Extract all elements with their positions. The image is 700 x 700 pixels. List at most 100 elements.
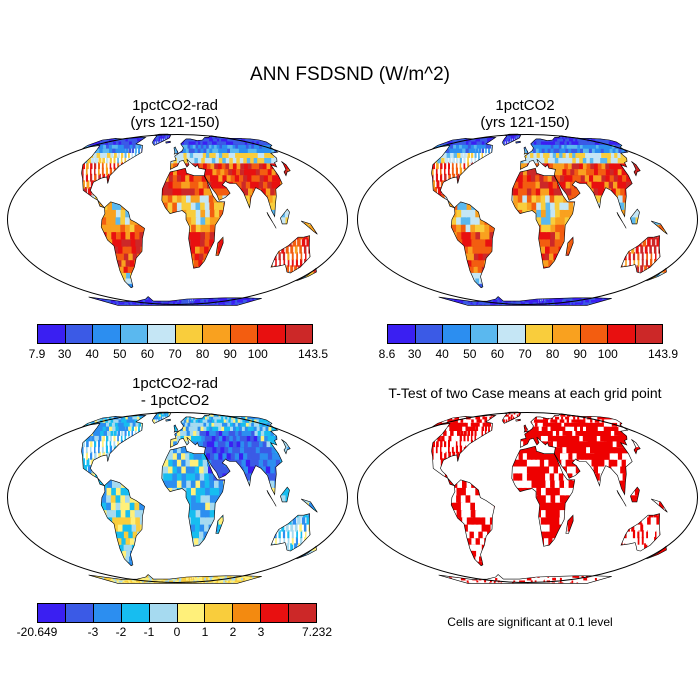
coastline-antarctica bbox=[438, 574, 612, 584]
colorbar-swatch bbox=[289, 604, 317, 622]
colorbar-swatch bbox=[203, 325, 231, 343]
coastline-antarctica bbox=[438, 296, 612, 306]
colorbar-swatch bbox=[553, 325, 581, 343]
coastline-eurasia bbox=[519, 135, 633, 218]
figure-title: ANN FSDSND (W/m^2) bbox=[250, 64, 450, 85]
colorbar-label: -20.649 bbox=[16, 625, 58, 639]
coastline-uk bbox=[523, 146, 529, 155]
map-border bbox=[357, 412, 698, 583]
colorbar-label: 40 bbox=[435, 347, 449, 361]
colorbar-label: 50 bbox=[113, 347, 127, 361]
colorbar-label: -1 bbox=[143, 625, 155, 639]
colorbar-swatch bbox=[525, 325, 553, 343]
coastline-borneo bbox=[280, 208, 290, 225]
colorbar-panel-2 bbox=[387, 324, 663, 344]
colorbar-label: 8.6 bbox=[378, 347, 396, 361]
colorbar-label: 70 bbox=[518, 347, 532, 361]
colorbar-swatch bbox=[285, 325, 312, 343]
colorbar-label: 2 bbox=[229, 625, 237, 639]
coastline-eurasia bbox=[169, 413, 283, 496]
colorbar-swatch bbox=[498, 325, 526, 343]
colorbar-label: 90 bbox=[223, 347, 237, 361]
colorbar-swatch bbox=[415, 325, 443, 343]
panel-title-1: 1pctCO2-rad (yrs 121-150) bbox=[130, 97, 220, 131]
coastline-uk bbox=[523, 424, 529, 433]
colorbar-labels-panel-3: -20.649 -3 -2 -1 0 1 2 3 7.232 bbox=[17, 625, 332, 641]
coastline-nz bbox=[296, 545, 317, 560]
coastline-samerica bbox=[450, 201, 495, 289]
map-panel-difference bbox=[7, 411, 348, 584]
colorbar-label: 143.9 bbox=[647, 347, 679, 361]
coastline-madagascar bbox=[215, 514, 224, 534]
colorbar-labels-panel-1: 7.9 30 40 50 60 70 80 90 100 143.5 bbox=[29, 347, 328, 363]
colorbar-swatch bbox=[93, 604, 122, 622]
colorbar-label: 40 bbox=[85, 347, 99, 361]
colorbar-swatch bbox=[635, 325, 662, 343]
coastline-sumatra bbox=[616, 489, 627, 507]
coastline-sumatra bbox=[266, 211, 277, 229]
colorbar-label: 50 bbox=[463, 347, 477, 361]
coastline-namerica bbox=[81, 415, 147, 487]
map-border bbox=[357, 134, 698, 305]
significance-note: Cells are significant at 0.1 level bbox=[447, 615, 613, 629]
colorbar-panel-1 bbox=[37, 324, 313, 344]
coastline-australia bbox=[270, 513, 311, 552]
coastline-madagascar bbox=[565, 236, 574, 256]
coastline-japan bbox=[631, 161, 641, 177]
colorbar-swatch bbox=[65, 604, 94, 622]
colorbar-label: 30 bbox=[407, 347, 422, 361]
colorbar-swatch bbox=[388, 325, 416, 343]
coastline-antarctica bbox=[88, 574, 262, 584]
colorbar-swatch bbox=[258, 325, 286, 343]
coastline-eurasia bbox=[169, 135, 283, 218]
coastline-iceland bbox=[515, 418, 521, 422]
colorbar-labels-panel-2: 8.6 30 40 50 60 70 80 90 100 143.9 bbox=[379, 347, 678, 363]
coastline-japan bbox=[281, 161, 291, 177]
colorbar-label: 1 bbox=[201, 625, 209, 639]
colorbar-label: 90 bbox=[573, 347, 587, 361]
colorbar-swatch bbox=[93, 325, 121, 343]
colorbar-swatch bbox=[230, 325, 258, 343]
coastline-samerica bbox=[100, 201, 145, 289]
colorbar-swatch bbox=[470, 325, 498, 343]
coastline-uk bbox=[173, 424, 179, 433]
colorbar-swatch bbox=[65, 325, 93, 343]
colorbar-swatch bbox=[175, 325, 203, 343]
coastline-madagascar bbox=[565, 514, 574, 534]
panel-title-4: T-Test of two Case means at each grid po… bbox=[388, 385, 662, 401]
colorbar-swatch bbox=[38, 325, 66, 343]
colorbar-label: 80 bbox=[195, 347, 210, 361]
coastline-africa bbox=[161, 167, 226, 269]
coastline-africa bbox=[511, 445, 576, 547]
colorbar-label: -3 bbox=[87, 625, 99, 639]
panel-title-2: 1pctCO2 (yrs 121-150) bbox=[480, 97, 570, 131]
colorbar-label: -2 bbox=[115, 625, 127, 639]
coastline-newguinea bbox=[651, 498, 668, 513]
colorbar-swatch bbox=[148, 325, 176, 343]
coastline-samerica bbox=[450, 479, 495, 567]
colorbar-swatch bbox=[38, 604, 66, 622]
coastline-iceland bbox=[515, 140, 521, 144]
coastline-eurasia bbox=[519, 413, 633, 496]
colorbar-swatch bbox=[121, 604, 150, 622]
colorbar-label: 143.5 bbox=[297, 347, 329, 361]
coastline-newguinea bbox=[301, 498, 318, 513]
colorbar-swatch bbox=[233, 604, 262, 622]
panel-title-3: 1pctCO2-rad - 1pctCO2 bbox=[132, 375, 218, 409]
map-border bbox=[7, 412, 348, 583]
colorbar-label: 60 bbox=[490, 347, 505, 361]
coastline-australia bbox=[270, 235, 311, 274]
coastline-australia bbox=[620, 513, 661, 552]
colorbar-label: 3 bbox=[257, 625, 265, 639]
coastline-namerica bbox=[431, 137, 497, 209]
colorbar-label: 60 bbox=[140, 347, 155, 361]
colorbar-swatch bbox=[177, 604, 206, 622]
coastline-antarctica bbox=[88, 296, 262, 306]
map-border bbox=[7, 134, 348, 305]
colorbar-label: 70 bbox=[168, 347, 182, 361]
colorbar-label: 100 bbox=[597, 347, 618, 361]
coastline-nz bbox=[646, 267, 667, 282]
colorbar-panel-3 bbox=[37, 603, 317, 623]
coastline-borneo bbox=[280, 486, 290, 503]
colorbar-swatch bbox=[261, 604, 290, 622]
